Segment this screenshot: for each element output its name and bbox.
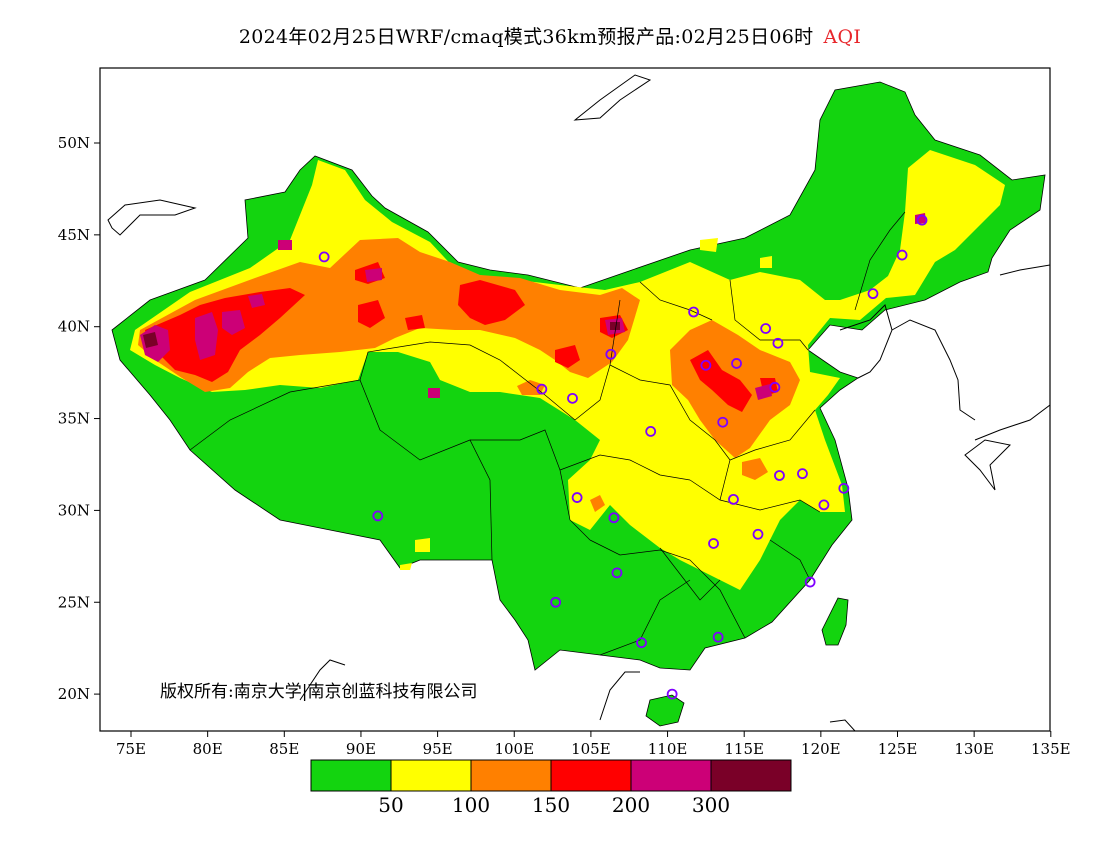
station-marker <box>838 482 850 494</box>
lon-tick-label: 75E <box>116 740 146 758</box>
station-marker <box>550 596 562 608</box>
lat-tick-label: 20N <box>58 685 90 703</box>
lon-tick-label: 90E <box>346 740 376 758</box>
legend-swatch <box>470 759 552 792</box>
station-marker <box>608 512 620 524</box>
lat-tick-label: 50N <box>58 134 90 152</box>
station-marker <box>645 426 657 437</box>
legend-label: 100 <box>452 793 490 817</box>
lon-tick-label: 95E <box>423 740 453 758</box>
legend-swatch <box>550 759 632 792</box>
monitoring-stations <box>318 214 928 700</box>
station-marker <box>712 631 724 643</box>
lon-tick-label: 85E <box>269 740 299 758</box>
aqi-zone-hazardous <box>143 322 620 348</box>
station-marker <box>700 359 712 371</box>
station-marker <box>772 337 784 349</box>
lon-tick-label: 125E <box>878 740 918 758</box>
station-marker <box>896 249 908 261</box>
station-marker <box>571 492 583 503</box>
aqi-color-legend: 50 100 150 200 300 <box>310 759 792 817</box>
station-marker <box>636 637 647 649</box>
product-label: AQI <box>823 26 862 48</box>
station-marker <box>760 323 772 334</box>
station-marker <box>774 470 785 481</box>
station-marker <box>708 538 719 549</box>
station-marker <box>688 306 700 318</box>
lon-tick-label: 100E <box>494 740 534 758</box>
station-marker <box>666 688 678 700</box>
lat-tick-label: 45N <box>58 226 90 244</box>
copyright-text: 版权所有:南京大学|南京创蓝科技有限公司 <box>160 682 477 702</box>
station-marker <box>731 358 742 369</box>
station-marker <box>797 468 808 480</box>
lon-tick-label: 135E <box>1031 740 1071 758</box>
legend-swatch <box>630 759 712 792</box>
station-marker <box>605 348 617 360</box>
station-marker <box>769 381 781 393</box>
station-marker <box>752 528 764 540</box>
lon-tick-label: 105E <box>571 740 611 758</box>
map-area <box>107 74 1050 731</box>
map-title: 2024年02月25日WRF/cmaq模式36km预报产品:02月25日06时 A… <box>0 22 1100 49</box>
lon-tick-label: 115E <box>724 740 764 758</box>
map-frame <box>99 67 1051 732</box>
lat-tick-label: 40N <box>58 318 90 336</box>
lon-tick-label: 130E <box>954 740 994 758</box>
station-marker <box>717 416 729 428</box>
station-marker <box>372 510 384 522</box>
hainan-zone <box>645 694 685 727</box>
legend-label: 150 <box>532 793 570 817</box>
legend-label: 200 <box>612 793 650 817</box>
station-marker <box>867 288 879 300</box>
lon-tick-label: 120E <box>801 740 841 758</box>
title-text: 2024年02月25日WRF/cmaq模式36km预报产品:02月25日06时 <box>238 26 814 48</box>
lon-tick-label: 80E <box>193 740 223 758</box>
lat-tick-label: 25N <box>58 593 90 611</box>
station-marker <box>536 383 548 395</box>
lat-tick-label: 30N <box>58 501 90 519</box>
station-marker <box>611 567 623 579</box>
legend-swatch <box>710 759 792 792</box>
lon-tick-label: 110E <box>648 740 688 758</box>
lat-tick-label: 35N <box>58 410 90 428</box>
latitude-axis: 50N 45N 40N 35N 30N 25N 20N <box>58 134 100 703</box>
station-marker <box>318 251 330 263</box>
legend-swatch <box>390 759 472 792</box>
longitude-axis: 75E 80E 85E 90E 95E 100E 105E 110E 115E 120E 125E 1… <box>116 731 1071 758</box>
province-boundaries <box>189 211 906 656</box>
coastlines <box>107 74 1050 731</box>
taiwan-zone <box>821 597 849 646</box>
legend-swatch <box>310 759 392 792</box>
station-marker <box>804 576 816 588</box>
station-marker <box>818 499 830 511</box>
legend-label: 300 <box>692 793 730 817</box>
station-marker <box>728 493 739 505</box>
legend-label: 50 <box>378 793 403 817</box>
station-marker <box>567 392 578 404</box>
station-marker <box>916 214 928 226</box>
